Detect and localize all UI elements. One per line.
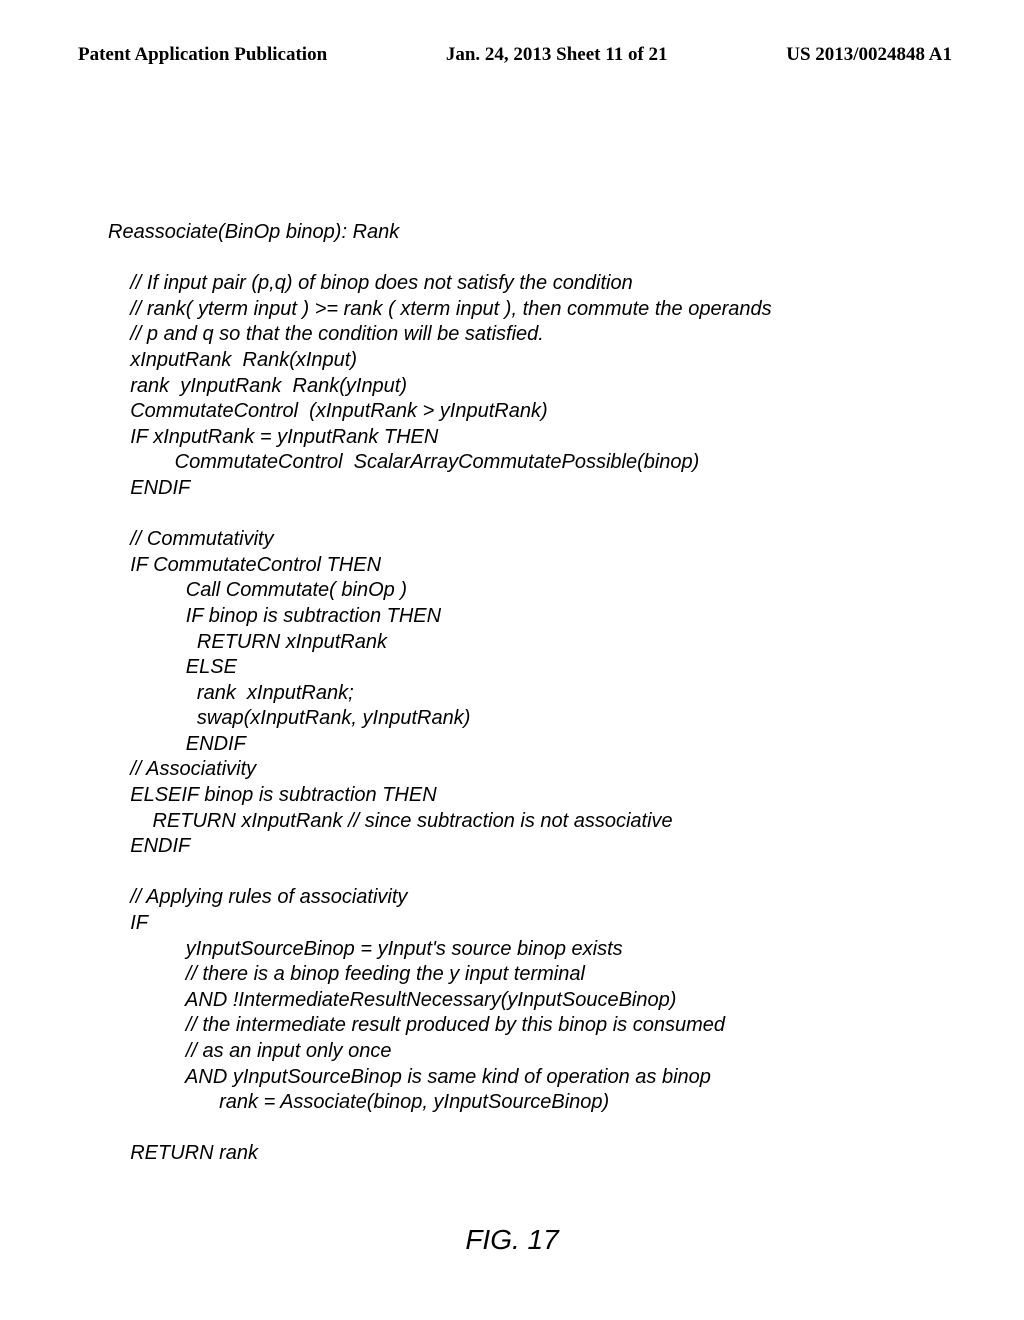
pseudocode-block: Reassociate(BinOp binop): Rank // If inp… [108,220,928,1167]
code-block-2: // Commutativity IF CommutateControl THE… [108,528,673,857]
page-header: Patent Application Publication Jan. 24, … [0,44,1024,66]
figure-label: FIG. 17 [0,1224,1024,1256]
code-block-3: // Applying rules of associativity IF yI… [108,886,725,1113]
code-block-4: RETURN rank [108,1142,258,1164]
header-left: Patent Application Publication [78,44,327,66]
header-right: US 2013/0024848 A1 [786,44,952,66]
header-center: Jan. 24, 2013 Sheet 11 of 21 [446,44,668,66]
code-block-1: // If input pair (p,q) of binop does not… [108,272,772,499]
code-title: Reassociate(BinOp binop): Rank [108,221,399,243]
